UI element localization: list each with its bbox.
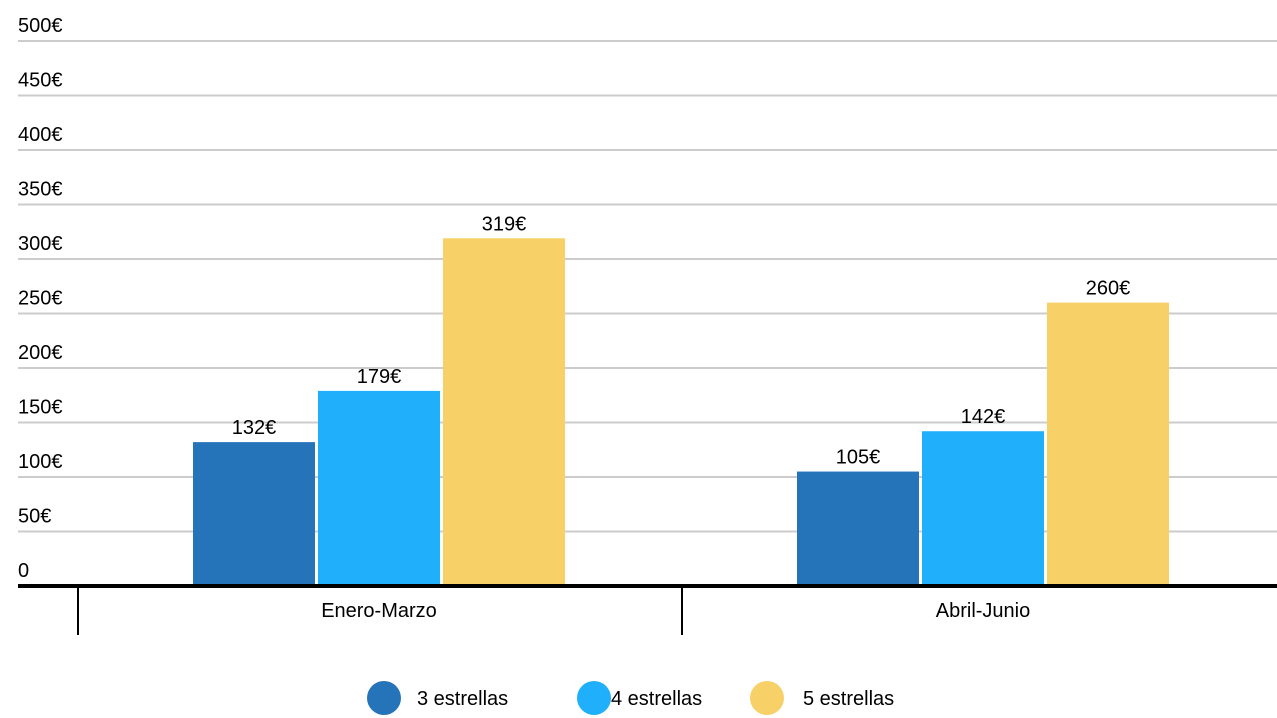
legend-swatch bbox=[750, 681, 784, 715]
y-tick-label: 500€ bbox=[18, 15, 63, 37]
x-axis: Enero-Marzo Abril-Junio bbox=[18, 584, 1277, 635]
bar bbox=[797, 471, 919, 586]
bar bbox=[1047, 302, 1169, 586]
bar bbox=[193, 442, 315, 586]
legend-label: 4 estrellas bbox=[611, 688, 702, 710]
y-tick-label: 0 bbox=[18, 560, 29, 582]
data-label: 105€ bbox=[836, 447, 881, 469]
y-tick-label: 250€ bbox=[18, 288, 63, 310]
bar bbox=[318, 390, 440, 586]
data-label: 260€ bbox=[1086, 278, 1131, 300]
data-label: 319€ bbox=[482, 213, 527, 235]
data-label: 132€ bbox=[232, 417, 277, 439]
y-tick-label: 400€ bbox=[18, 124, 63, 146]
data-labels: 132€ 179€ 319€ 105€ 142€ 260€ bbox=[232, 213, 1131, 468]
legend-label: 3 estrellas bbox=[417, 688, 508, 710]
x-tick-label: Abril-Junio bbox=[936, 600, 1030, 622]
data-label: 179€ bbox=[357, 366, 402, 388]
y-tick-label: 450€ bbox=[18, 70, 63, 92]
legend-swatch bbox=[367, 681, 401, 715]
legend: 3 estrellas 4 estrellas 5 estrellas bbox=[367, 681, 894, 715]
y-tick-label: 50€ bbox=[18, 506, 51, 528]
x-tick-label: Enero-Marzo bbox=[321, 600, 437, 622]
data-label: 142€ bbox=[961, 406, 1006, 428]
y-tick-label: 100€ bbox=[18, 451, 63, 473]
y-axis-tick-labels: 0 50€ 100€ 150€ 200€ 250€ 300€ 350€ 400€ 450€ 500€ bbox=[18, 15, 63, 582]
y-tick-label: 200€ bbox=[18, 342, 63, 364]
y-tick-label: 350€ bbox=[18, 179, 63, 201]
bars bbox=[193, 238, 1169, 587]
legend-swatch bbox=[577, 681, 611, 715]
y-tick-label: 300€ bbox=[18, 233, 63, 255]
legend-label: 5 estrellas bbox=[803, 688, 894, 710]
bar bbox=[922, 431, 1044, 586]
bar bbox=[443, 238, 565, 587]
y-tick-label: 150€ bbox=[18, 397, 63, 419]
